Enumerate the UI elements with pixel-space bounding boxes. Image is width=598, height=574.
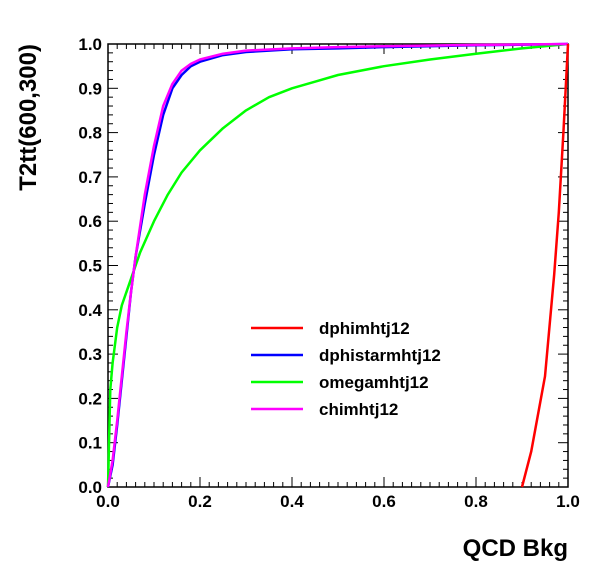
legend-label-omegamhtj12: omegamhtj12	[319, 373, 429, 392]
x-tick-label: 0.8	[464, 492, 488, 511]
y-tick-label: 0.1	[78, 434, 102, 453]
y-tick-label: 0.2	[78, 389, 102, 408]
y-tick-label: 1.0	[78, 35, 102, 54]
legend-label-dphistarmhtj12: dphistarmhtj12	[319, 346, 441, 365]
y-tick-label: 0.6	[78, 212, 102, 231]
legend-label-chimhtj12: chimhtj12	[319, 400, 398, 419]
y-tick-label: 0.7	[78, 168, 102, 187]
legend: dphimhtj12 dphistarmhtj12 omegamhtj12 chimh…	[251, 319, 441, 419]
series-line-omegamhtj12	[106, 42, 569, 488]
y-tick-label: 0.8	[78, 124, 102, 143]
x-tick-label: 1.0	[556, 492, 580, 511]
series-line-dphistarmhtj12	[106, 42, 569, 488]
x-tick-label: 0.2	[188, 492, 212, 511]
x-tick-label: 0.6	[372, 492, 396, 511]
series-line-chimhtj12	[106, 42, 569, 488]
y-tick-label: 0.4	[78, 301, 102, 320]
y-tick-label: 0.0	[78, 478, 102, 497]
x-axis-title: QCD Bkg	[463, 535, 568, 562]
plot-frame	[107, 43, 569, 488]
y-tick-label: 0.3	[78, 345, 102, 364]
ticks-group: 0.0 0.2 0.4 0.6 0.8 1.0 0.0 0.1 0.2 0.3 0.4 0.5 0.6 0…	[78, 35, 579, 511]
x-tick-label: 0.0	[96, 492, 120, 511]
x-tick-label: 0.4	[280, 492, 304, 511]
y-axis-title: T2tt(600,300)	[15, 44, 42, 191]
legend-label-dphimhtj12: dphimhtj12	[319, 319, 410, 338]
series-group	[106, 42, 570, 488]
y-tick-label: 0.5	[78, 257, 102, 276]
y-tick-label: 0.9	[78, 79, 102, 98]
plot-frame-group	[107, 43, 569, 488]
series-line-dphimhtj12	[520, 43, 570, 488]
